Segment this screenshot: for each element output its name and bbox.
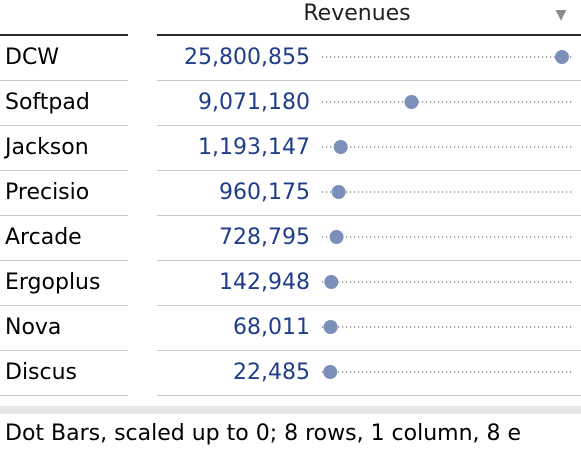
dot-bar-marker bbox=[333, 140, 348, 154]
row-name: Softpad bbox=[5, 90, 90, 115]
table-row[interactable]: DCW 25,800,855 bbox=[0, 36, 581, 81]
dot-bar bbox=[320, 275, 572, 289]
row-name: Ergoplus bbox=[5, 270, 101, 295]
dot-bar bbox=[320, 365, 572, 379]
row-separator bbox=[0, 80, 128, 81]
row-separator bbox=[157, 395, 581, 396]
row-value: 22,485 bbox=[233, 360, 310, 385]
row-value: 142,948 bbox=[219, 270, 310, 295]
row-name: Nova bbox=[5, 315, 62, 340]
dot-bar bbox=[320, 185, 572, 199]
row-separator bbox=[157, 170, 581, 171]
row-separator bbox=[0, 395, 128, 396]
dot-bar-marker bbox=[323, 320, 338, 334]
dot-bar bbox=[320, 320, 572, 334]
table-row[interactable]: Jackson 1,193,147 bbox=[0, 126, 581, 171]
row-separator bbox=[0, 350, 128, 351]
row-value: 960,175 bbox=[219, 180, 310, 205]
row-separator bbox=[0, 305, 128, 306]
row-value: 9,071,180 bbox=[198, 90, 310, 115]
dot-bar-marker bbox=[404, 95, 419, 109]
row-separator bbox=[0, 215, 128, 216]
filter-icon[interactable]: ▼ bbox=[555, 7, 567, 23]
status-text: Dot Bars, scaled up to 0; 8 rows, 1 colu… bbox=[5, 421, 522, 446]
row-value: 728,795 bbox=[219, 225, 310, 250]
header-rule-right bbox=[157, 34, 581, 36]
row-separator bbox=[157, 80, 581, 81]
footer-separator bbox=[0, 406, 581, 414]
row-name: Jackson bbox=[5, 135, 89, 160]
header-rule-left bbox=[0, 34, 128, 36]
row-separator bbox=[0, 170, 128, 171]
table-row[interactable]: Discus 22,485 bbox=[0, 351, 581, 396]
table-row[interactable]: Arcade 728,795 bbox=[0, 216, 581, 261]
row-name: Arcade bbox=[5, 225, 82, 250]
row-value: 1,193,147 bbox=[198, 135, 310, 160]
table-row[interactable]: Softpad 9,071,180 bbox=[0, 81, 581, 126]
table-header: Revenues ▼ bbox=[0, 0, 581, 34]
row-separator bbox=[157, 125, 581, 126]
dot-bar-marker bbox=[329, 230, 344, 244]
row-name: Discus bbox=[5, 360, 78, 385]
column-header-revenues[interactable]: Revenues bbox=[303, 1, 411, 26]
row-separator bbox=[0, 125, 128, 126]
table-row[interactable]: Ergoplus 142,948 bbox=[0, 261, 581, 306]
row-separator bbox=[0, 260, 128, 261]
row-separator bbox=[157, 260, 581, 261]
dot-bar-marker bbox=[323, 365, 338, 379]
status-bar: Dot Bars, scaled up to 0; 8 rows, 1 colu… bbox=[0, 414, 581, 456]
dot-bar-marker bbox=[331, 185, 346, 199]
row-name: Precisio bbox=[5, 180, 90, 205]
row-separator bbox=[157, 305, 581, 306]
dot-bar bbox=[320, 230, 572, 244]
dot-bar-marker bbox=[555, 50, 569, 64]
table-row[interactable]: Precisio 960,175 bbox=[0, 171, 581, 216]
dot-bar-marker bbox=[324, 275, 339, 289]
row-separator bbox=[157, 215, 581, 216]
table-row[interactable]: Nova 68,011 bbox=[0, 306, 581, 351]
row-separator bbox=[157, 350, 581, 351]
dot-bar bbox=[320, 95, 572, 109]
row-name: DCW bbox=[5, 45, 60, 70]
dot-bar bbox=[320, 50, 572, 64]
row-value: 68,011 bbox=[233, 315, 310, 340]
row-value: 25,800,855 bbox=[184, 45, 310, 70]
dot-bar bbox=[320, 140, 572, 154]
